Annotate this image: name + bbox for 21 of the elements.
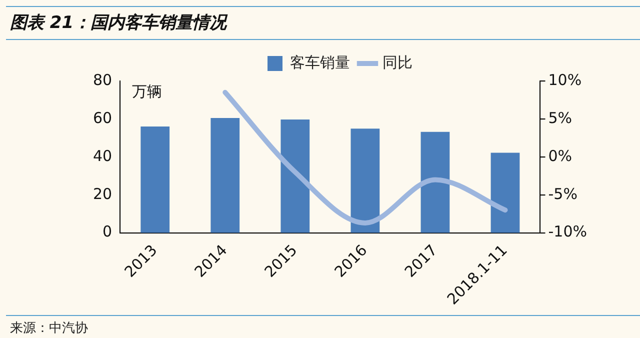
legend-label: 同比 <box>382 53 412 72</box>
y-tick-label: 0 <box>102 222 112 241</box>
y2-tick-label: 10% <box>548 70 582 89</box>
bar <box>490 152 520 233</box>
y-axis-title: 万辆 <box>132 82 162 100</box>
y-tick-label: 20 <box>92 184 112 203</box>
y2-tick-label: -5% <box>548 184 578 203</box>
y2-tick-label: -10% <box>548 222 588 241</box>
y-tick-label: 80 <box>92 70 112 89</box>
bar <box>140 126 170 233</box>
source-note: 来源：中汽协 <box>6 315 640 338</box>
chart-title: 图表 21：国内客车销量情况 <box>6 6 640 40</box>
bar <box>280 120 310 233</box>
bar <box>210 118 240 233</box>
y2-tick-label: 5% <box>548 108 572 127</box>
y-tick-label: 60 <box>92 108 112 127</box>
legend-label: 客车销量 <box>290 53 350 72</box>
bar <box>420 132 450 233</box>
y2-tick-label: 0% <box>548 146 572 165</box>
y-tick-label: 40 <box>92 146 112 165</box>
bar <box>350 128 380 233</box>
